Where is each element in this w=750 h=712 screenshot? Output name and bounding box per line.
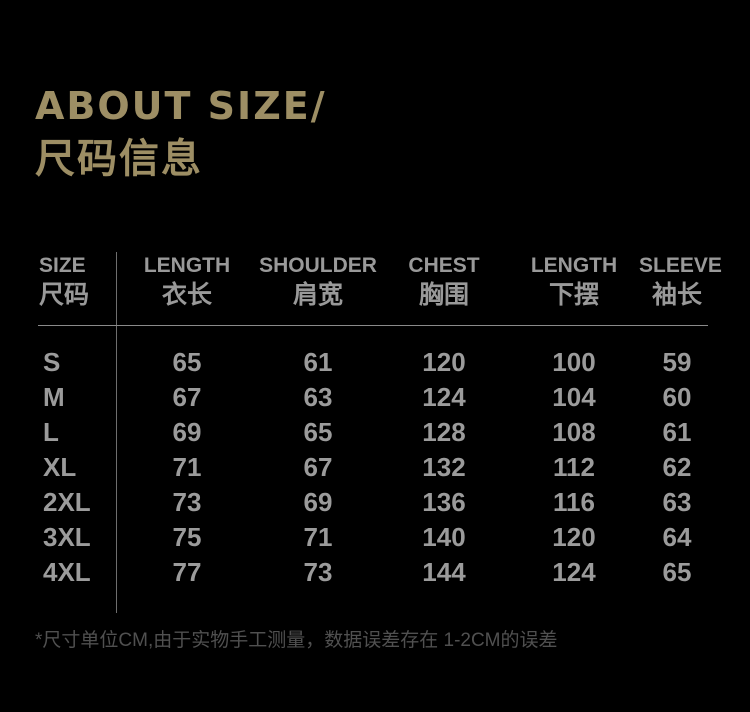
size-label: 4XL xyxy=(43,557,91,587)
measurement-value: 75 xyxy=(172,522,202,552)
measurement-value: 69 xyxy=(303,487,333,517)
measurement-value: 104 xyxy=(552,382,596,412)
section-title-zh: 尺码信息 xyxy=(35,137,203,181)
size-label: M xyxy=(43,382,65,412)
header-cell-chest: CHEST 胸围 xyxy=(379,253,509,310)
header-label-en: LENGTH xyxy=(143,254,231,277)
measurement-value: 63 xyxy=(303,382,333,412)
header-cell-length: LENGTH 衣长 xyxy=(117,253,257,310)
measurement-value: 73 xyxy=(172,487,202,517)
size-label: S xyxy=(43,347,61,377)
measurement-value: 100 xyxy=(552,347,596,377)
measurement-value: 65 xyxy=(303,417,333,447)
header-rule-line xyxy=(38,325,708,326)
header-cell-sleeve: SLEEVE 袖长 xyxy=(639,253,722,310)
measurement-value: 116 xyxy=(553,487,595,517)
header-label-en: SHOULDER xyxy=(259,254,377,277)
header-label-en: SIZE xyxy=(39,254,86,277)
measurement-value: 124 xyxy=(552,557,596,587)
size-label: L xyxy=(43,417,59,447)
header-cell-size: SIZE 尺码 xyxy=(35,253,117,310)
measurement-value: 144 xyxy=(422,557,466,587)
measurement-value: 108 xyxy=(552,417,596,447)
table-row: 3XL 75 71 140 120 64 xyxy=(35,520,715,555)
header-label-zh: 衣长 xyxy=(161,281,212,309)
measurement-value: 73 xyxy=(303,557,333,587)
size-label: XL xyxy=(43,452,77,482)
header-label-zh: 胸围 xyxy=(418,281,469,309)
measurement-value: 120 xyxy=(552,522,596,552)
header-label-zh: 袖长 xyxy=(651,281,702,309)
section-header: ABOUT SIZE/ 尺码信息 xyxy=(35,86,327,181)
table-row: S 65 61 120 100 59 xyxy=(35,345,715,380)
header-label-en: SLEEVE xyxy=(639,254,722,277)
measurement-value: 112 xyxy=(553,452,595,482)
measurement-value: 71 xyxy=(303,522,333,552)
measurement-value: 67 xyxy=(303,452,333,482)
measurement-value: 136 xyxy=(422,487,466,517)
measurement-value: 65 xyxy=(662,557,692,587)
table-body: S 65 61 120 100 59 M 67 63 124 104 60 L 69 65 128 108 61 X… xyxy=(35,345,715,590)
header-cell-hem: LENGTH 下摆 xyxy=(509,253,639,310)
measurement-value: 77 xyxy=(172,557,202,587)
measurement-value: 64 xyxy=(662,522,692,552)
header-label-zh: 尺码 xyxy=(39,281,90,309)
size-label: 2XL xyxy=(43,487,91,517)
header-cell-shoulder: SHOULDER 肩宽 xyxy=(257,253,379,310)
table-row: 4XL 77 73 144 124 65 xyxy=(35,555,715,590)
measurement-value: 61 xyxy=(303,347,333,377)
measurement-value: 65 xyxy=(172,347,202,377)
column-divider-line xyxy=(116,252,117,613)
header-label-en: CHEST xyxy=(408,254,480,277)
header-label-zh: 肩宽 xyxy=(292,281,343,309)
measurement-value: 124 xyxy=(422,382,466,412)
measurement-value: 67 xyxy=(172,382,202,412)
table-row: XL 71 67 132 112 62 xyxy=(35,450,715,485)
measurement-value: 71 xyxy=(172,452,202,482)
measurement-value: 128 xyxy=(422,417,466,447)
measurement-value: 120 xyxy=(422,347,466,377)
table-row: L 69 65 128 108 61 xyxy=(35,415,715,450)
measurement-value: 61 xyxy=(662,417,692,447)
measurement-value: 59 xyxy=(662,347,692,377)
measurement-value: 62 xyxy=(662,452,692,482)
header-label-zh: 下摆 xyxy=(548,281,599,309)
size-label: 3XL xyxy=(43,522,91,552)
measurement-value: 69 xyxy=(172,417,202,447)
table-header: SIZE 尺码 LENGTH 衣长 SHOULDER 肩宽 CHEST 胸围 L… xyxy=(35,253,722,310)
measurement-value: 60 xyxy=(662,382,692,412)
header-label-en: LENGTH xyxy=(530,254,618,277)
footnote: *尺寸单位CM,由于实物手工测量，数据误差存在 1-2CM的误差 xyxy=(35,630,558,651)
table-row: M 67 63 124 104 60 xyxy=(35,380,715,415)
measurement-value: 63 xyxy=(662,487,692,517)
table-row: 2XL 73 69 136 116 63 xyxy=(35,485,715,520)
measurement-value: 132 xyxy=(422,452,466,482)
section-title-en: ABOUT SIZE/ xyxy=(35,84,327,128)
measurement-value: 140 xyxy=(422,522,466,552)
